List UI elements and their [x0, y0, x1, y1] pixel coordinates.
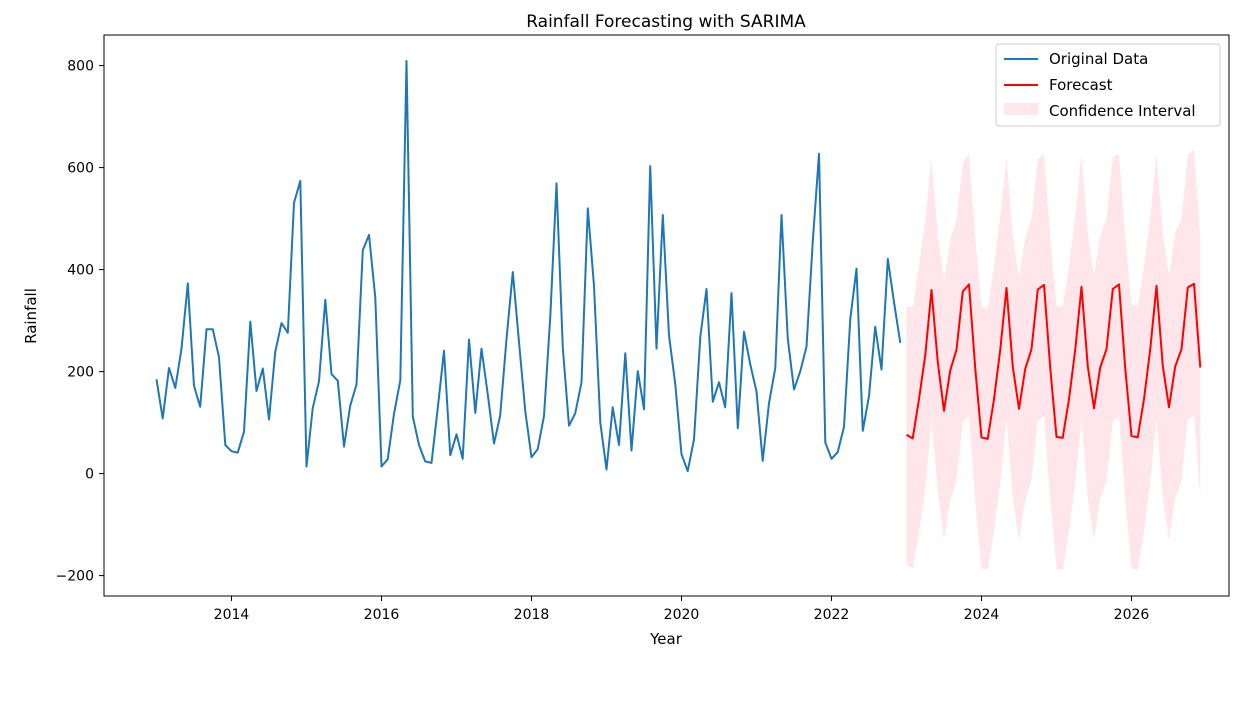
plot-area: [155, 60, 1202, 570]
legend-label-original: Original Data: [1049, 50, 1148, 68]
x-tick-label: 2014: [214, 607, 250, 623]
y-axis: −200 0 200 400 600 800: [56, 59, 104, 585]
legend-label-forecast: Forecast: [1049, 76, 1113, 94]
x-tick-label: 2016: [364, 607, 400, 623]
original-data-line: [155, 60, 902, 473]
y-tick-label: 200: [67, 365, 94, 381]
legend-box: [995, 43, 1221, 127]
confidence-interval-band: [906, 150, 1201, 570]
y-tick-label: 0: [85, 467, 94, 483]
legend: Original Data Forecast Confidence Interv…: [995, 43, 1221, 127]
y-tick-label: 400: [67, 263, 94, 279]
x-axis-label: Year: [649, 630, 683, 648]
legend-swatch-confidence: [1004, 103, 1038, 115]
x-tick-label: 2024: [964, 607, 1000, 623]
legend-label-confidence: Confidence Interval: [1049, 102, 1196, 120]
x-axis: 2014 2016 2018 2020 2022 2024 2026: [214, 596, 1150, 623]
forecast-line: [905, 282, 1202, 440]
y-axis-label: Rainfall: [22, 288, 40, 344]
plot-frame: [103, 34, 1230, 597]
y-tick-label: 800: [67, 59, 94, 75]
y-tick-label: 600: [67, 161, 94, 177]
y-tick-label: −200: [56, 569, 94, 585]
x-tick-label: 2026: [1114, 607, 1150, 623]
chart-title: Rainfall Forecasting with SARIMA: [526, 12, 806, 32]
x-tick-label: 2020: [664, 607, 700, 623]
x-tick-label: 2022: [814, 607, 850, 623]
x-tick-label: 2018: [514, 607, 550, 623]
